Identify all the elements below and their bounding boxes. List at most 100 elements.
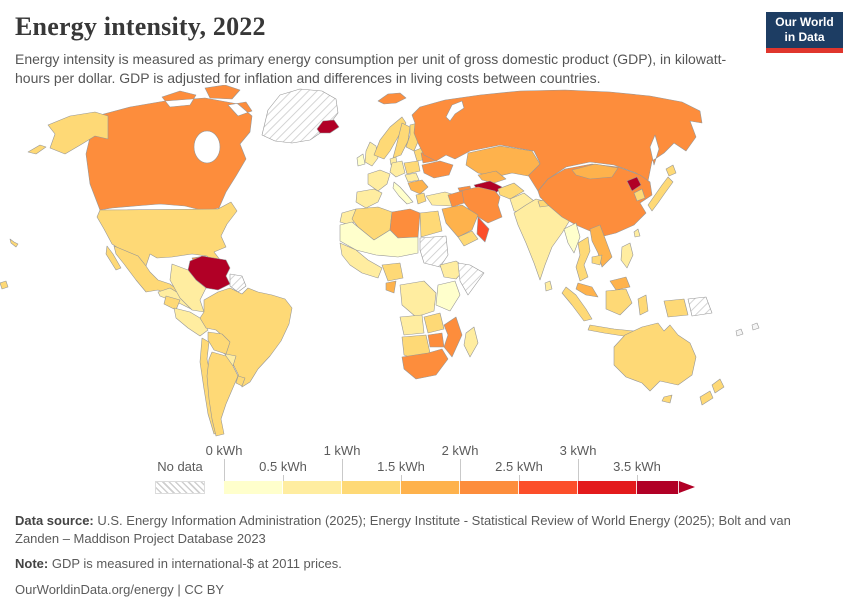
legend-bin-3.5+-[interactable] bbox=[637, 481, 679, 494]
country-sudan[interactable] bbox=[419, 235, 449, 268]
country-uruguay[interactable] bbox=[235, 375, 246, 387]
legend-bin-0-0.5-[interactable] bbox=[224, 481, 283, 494]
country-pacific-islands[interactable] bbox=[735, 322, 760, 337]
country-greece[interactable] bbox=[415, 192, 427, 205]
country-svalbard[interactable] bbox=[377, 92, 407, 105]
country-zambia[interactable] bbox=[423, 312, 445, 334]
country-egypt[interactable] bbox=[419, 210, 443, 238]
country-thailand[interactable] bbox=[575, 236, 591, 282]
world-map bbox=[0, 85, 760, 437]
country-saudi-arabia[interactable] bbox=[441, 204, 479, 238]
country-papua-new-guinea[interactable] bbox=[687, 296, 713, 317]
country-iceland[interactable] bbox=[316, 119, 340, 134]
country-guyana-and-suriname[interactable] bbox=[229, 273, 247, 293]
country-ukraine[interactable] bbox=[421, 160, 454, 179]
country-south-africa[interactable] bbox=[401, 348, 449, 380]
legend-minor-label: 3.5 kWh bbox=[613, 459, 661, 474]
country-uzbekistan[interactable] bbox=[477, 170, 507, 184]
country-canada[interactable] bbox=[85, 85, 253, 212]
country-brazil[interactable] bbox=[199, 287, 293, 388]
country-taiwan[interactable] bbox=[633, 228, 641, 238]
legend-major-label: 2 kWh bbox=[441, 443, 479, 458]
legend-minor-tick bbox=[637, 475, 638, 481]
legend-no-data-label: No data bbox=[157, 459, 203, 474]
legend-minor-label: 0.5 kWh bbox=[259, 459, 307, 474]
country-cambodia[interactable] bbox=[591, 254, 603, 266]
country-fiji[interactable] bbox=[0, 280, 9, 290]
country-new-zealand[interactable] bbox=[699, 378, 725, 406]
country-somalia[interactable] bbox=[457, 262, 485, 296]
country-spain-and-portugal[interactable] bbox=[355, 188, 383, 209]
chart-subtitle: Energy intensity is measured as primary … bbox=[15, 51, 727, 87]
country-france[interactable] bbox=[367, 169, 391, 192]
country-poland[interactable] bbox=[403, 160, 421, 175]
country-norway[interactable] bbox=[373, 116, 407, 160]
country-kenya-and-tanzania[interactable] bbox=[435, 280, 461, 312]
legend-bin-1.5-2-[interactable] bbox=[401, 481, 460, 494]
owid-link[interactable]: OurWorldinData.org/energy | CC BY bbox=[15, 581, 225, 597]
country-india[interactable] bbox=[513, 198, 571, 281]
country-west-africa[interactable] bbox=[339, 242, 383, 279]
legend-minor-label: 2.5 kWh bbox=[495, 459, 543, 474]
country-mongolia[interactable] bbox=[571, 163, 619, 180]
country-oman-and-uae[interactable] bbox=[476, 216, 490, 243]
legend-major-tick bbox=[578, 459, 579, 481]
country-balkans[interactable] bbox=[407, 179, 429, 195]
legend-bin-3-3.5-[interactable] bbox=[578, 481, 637, 494]
country-myanmar[interactable] bbox=[563, 222, 581, 254]
legend-major-label: 0 kWh bbox=[205, 443, 243, 458]
country-nigeria[interactable] bbox=[381, 262, 404, 282]
country-afghanistan[interactable] bbox=[497, 182, 525, 200]
legend-minor-tick bbox=[283, 475, 284, 481]
country-angola[interactable] bbox=[399, 314, 425, 336]
legend-no-data-swatch[interactable] bbox=[155, 481, 205, 494]
page-title: Energy intensity, 2022 bbox=[15, 12, 266, 41]
country-dr-congo[interactable] bbox=[399, 280, 437, 318]
legend-minor-tick bbox=[401, 475, 402, 481]
country-sri-lanka[interactable] bbox=[544, 280, 553, 292]
chart-footer: Data source: U.S. Energy Information Adm… bbox=[15, 512, 837, 600]
legend-bin-1-1.5-[interactable] bbox=[342, 481, 401, 494]
country-iraq[interactable] bbox=[447, 190, 465, 208]
country-australia[interactable] bbox=[613, 322, 697, 404]
country-north-korea[interactable] bbox=[626, 176, 642, 192]
country-yemen[interactable] bbox=[457, 230, 479, 247]
country-united-kingdom[interactable] bbox=[364, 141, 379, 167]
country-peru[interactable] bbox=[173, 307, 209, 337]
country-germany[interactable] bbox=[389, 160, 406, 178]
legend-bin-0.5-1-[interactable] bbox=[283, 481, 342, 494]
note-label: Note: bbox=[15, 556, 49, 572]
owid-logo[interactable]: Our World in Data bbox=[766, 12, 843, 53]
country-japan[interactable] bbox=[647, 164, 677, 212]
country-italy[interactable] bbox=[392, 181, 414, 205]
legend-bin-2.5-3-[interactable] bbox=[519, 481, 578, 494]
legend-minor-label: 1.5 kWh bbox=[377, 459, 425, 474]
country-zimbabwe[interactable] bbox=[427, 332, 445, 348]
country-south-korea[interactable] bbox=[633, 188, 646, 202]
country-vietnam-and-laos[interactable] bbox=[589, 224, 613, 268]
country-mozambique[interactable] bbox=[443, 316, 463, 358]
country-united-states[interactable] bbox=[9, 111, 238, 269]
country-philippines[interactable] bbox=[620, 242, 634, 269]
legend-arrow bbox=[679, 481, 695, 493]
country-china[interactable] bbox=[537, 163, 653, 238]
country-central-europe[interactable] bbox=[404, 172, 420, 183]
country-libya[interactable] bbox=[389, 208, 421, 239]
country-malaysia[interactable] bbox=[575, 276, 631, 298]
legend-major-tick bbox=[342, 459, 343, 481]
legend-bin-2-2.5-[interactable] bbox=[460, 481, 519, 494]
legend-major-tick bbox=[224, 459, 225, 481]
country-madagascar[interactable] bbox=[463, 326, 479, 358]
legend-major-label: 3 kWh bbox=[559, 443, 597, 458]
legend-minor-tick bbox=[519, 475, 520, 481]
country-ireland[interactable] bbox=[356, 153, 366, 167]
country-argentina[interactable] bbox=[206, 351, 239, 437]
country-greenland[interactable] bbox=[261, 88, 339, 144]
country-colombia[interactable] bbox=[169, 263, 207, 313]
country-cameroon-and-gabon[interactable] bbox=[385, 280, 397, 294]
owid-logo-line2: in Data bbox=[784, 30, 825, 44]
country-kazakhstan[interactable] bbox=[465, 145, 541, 178]
country-iran[interactable] bbox=[459, 186, 503, 224]
note-text: GDP is measured in international-$ at 20… bbox=[51, 556, 342, 572]
